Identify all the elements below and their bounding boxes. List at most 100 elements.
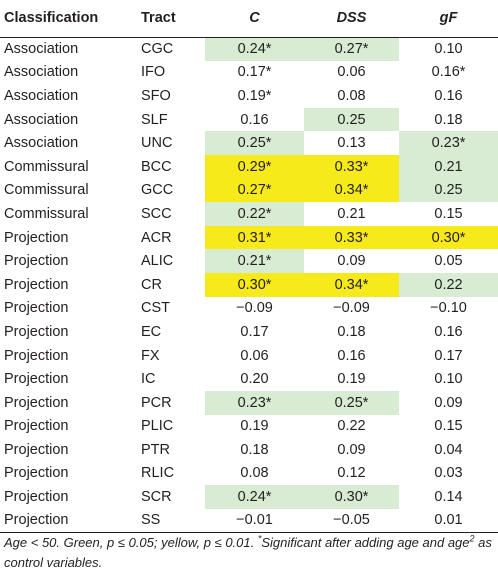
cell-c: 0.17 <box>240 323 269 340</box>
cell-dss: −0.09 <box>333 300 370 317</box>
table-row: Projection EC 0.17 0.18 0.16 <box>0 320 498 344</box>
cell-gf: 0.16* <box>431 64 466 81</box>
cell-classification: Commissural <box>4 205 89 222</box>
cell-gf: 0.03 <box>434 465 463 482</box>
cell-dss: −0.05 <box>304 508 399 533</box>
table-row: Projection SS −0.01 −0.05 0.01 <box>0 508 498 533</box>
cell-classification: Association <box>4 41 79 58</box>
cell-gf: 0.10 <box>434 371 463 388</box>
cell-tract: ALIC <box>141 253 174 270</box>
cell-dss: 0.09 <box>337 253 366 270</box>
header-row: Classification Tract C DSS gF <box>0 0 498 38</box>
cell-c: 0.16 <box>240 111 269 128</box>
cell-tract: BCC <box>141 158 172 175</box>
cell-tract: EC <box>141 323 162 340</box>
cell-classification: Association <box>4 135 79 152</box>
cell-gf: 0.16 <box>434 87 463 104</box>
cell-tract: SCC <box>141 205 172 222</box>
cell-tract: CGC <box>141 41 174 58</box>
cell-classification: Projection <box>0 508 137 533</box>
cell-gf: 0.14 <box>434 489 463 506</box>
table-row: Commissural SCC 0.22* 0.21 0.15 <box>0 202 498 226</box>
header-classification: Classification <box>0 0 137 38</box>
table-row: Commissural BCC 0.29* 0.33* 0.21 <box>0 154 498 179</box>
cell-tract: RLIC <box>141 465 175 482</box>
cell-c: 0.31* <box>205 225 304 250</box>
cell-classification: Projection <box>4 300 69 317</box>
footnote-sup: 2 <box>469 533 475 544</box>
cell-dss: 0.34* <box>304 178 399 203</box>
table-row: Association CGC 0.24* 0.27* 0.10 <box>0 37 498 61</box>
cell-c: 0.29* <box>205 154 304 179</box>
cell-c: 0.24* <box>205 37 304 61</box>
cell-gf: 0.21 <box>399 154 498 179</box>
cell-tract: FX <box>141 347 160 364</box>
cell-tract: UNC <box>141 135 173 152</box>
cell-c: −0.09 <box>236 300 273 317</box>
cell-dss: 0.13 <box>337 135 366 152</box>
cell-dss: 0.16 <box>337 347 366 364</box>
table-row: Projection ALIC 0.21* 0.09 0.05 <box>0 249 498 273</box>
cell-tract: ACR <box>141 229 172 246</box>
cell-tract: CR <box>141 276 162 293</box>
table-row: Projection IC 0.20 0.19 0.10 <box>0 367 498 391</box>
table-row: Projection RLIC 0.08 0.12 0.03 <box>0 462 498 486</box>
cell-classification: Projection <box>4 371 69 388</box>
cell-classification: Projection <box>4 229 69 246</box>
cell-classification: Commissural <box>4 182 89 199</box>
cell-classification: Projection <box>4 253 69 270</box>
cell-dss: 0.33* <box>304 154 399 179</box>
cell-c: −0.01 <box>205 508 304 533</box>
cell-c: 0.22* <box>205 202 304 226</box>
cell-c: 0.25* <box>205 131 304 155</box>
cell-gf: 0.17 <box>434 347 463 364</box>
cell-dss: 0.19 <box>337 371 366 388</box>
cell-gf: 0.04 <box>434 441 463 458</box>
cell-dss: 0.12 <box>337 465 366 482</box>
cell-c: 0.06 <box>240 347 269 364</box>
footnote-part3: as control variables. <box>4 535 492 570</box>
table-row: Projection CST −0.09 −0.09 −0.10 <box>0 297 498 321</box>
cell-c: 0.21* <box>205 249 304 273</box>
cell-dss: 0.22 <box>337 418 366 435</box>
footnote-star: * <box>257 533 262 544</box>
cell-tract: GCC <box>141 182 174 199</box>
cell-classification: Projection <box>4 465 69 482</box>
cell-tract: PTR <box>141 441 170 458</box>
cell-classification: Projection <box>4 394 69 411</box>
cell-dss: 0.18 <box>337 323 366 340</box>
header-gf: gF <box>399 0 498 38</box>
cell-classification: Association <box>4 87 79 104</box>
cell-classification: Projection <box>4 276 69 293</box>
cell-gf: 0.25 <box>399 178 498 203</box>
cell-classification: Association <box>4 64 79 81</box>
cell-gf: 0.10 <box>434 41 463 58</box>
cell-dss: 0.08 <box>337 87 366 104</box>
table-row: Commissural GCC 0.27* 0.34* 0.25 <box>0 178 498 203</box>
header-c: C <box>205 0 304 38</box>
table-row: Projection CR 0.30* 0.34* 0.22 <box>0 272 498 297</box>
cell-dss: 0.06 <box>337 64 366 81</box>
cell-c: 0.24* <box>205 485 304 509</box>
cell-c: 0.19 <box>240 418 269 435</box>
cell-gf: 0.23* <box>399 131 498 155</box>
cell-gf: 0.01 <box>399 508 498 533</box>
cell-tract: IFO <box>141 64 166 81</box>
cell-tract: SFO <box>141 87 171 104</box>
table-row: Association UNC 0.25* 0.13 0.23* <box>0 131 498 155</box>
cell-c: 0.27* <box>205 178 304 203</box>
cell-gf: −0.10 <box>430 300 467 317</box>
table-row: Association SLF 0.16 0.25 0.18 <box>0 107 498 132</box>
cell-gf: 0.09 <box>434 394 463 411</box>
cell-tract: PCR <box>141 394 172 411</box>
cell-dss: 0.21 <box>337 205 366 222</box>
cell-gf: 0.15 <box>434 205 463 222</box>
cell-gf: 0.18 <box>434 111 463 128</box>
table-row: Projection FX 0.06 0.16 0.17 <box>0 344 498 368</box>
cell-dss: 0.27* <box>304 37 399 61</box>
table-row: Association SFO 0.19* 0.08 0.16 <box>0 84 498 108</box>
cell-classification: Commissural <box>4 158 89 175</box>
table-row: Projection SCR 0.24* 0.30* 0.14 <box>0 485 498 509</box>
cell-dss: 0.25 <box>304 107 399 132</box>
